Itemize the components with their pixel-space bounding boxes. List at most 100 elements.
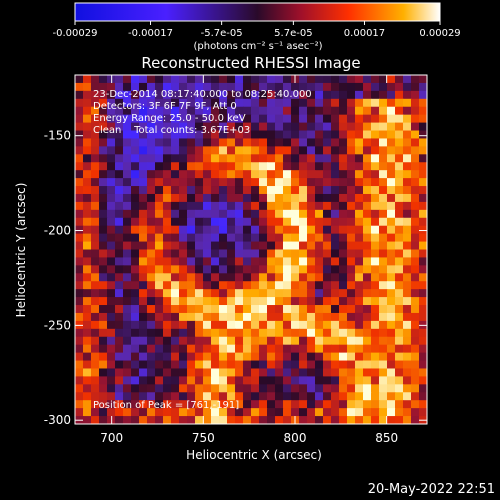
heatmap-cell	[107, 368, 116, 378]
heatmap-cell	[259, 352, 268, 362]
heatmap-cell	[347, 265, 356, 274]
heatmap-cell	[171, 297, 180, 306]
heatmap-cell	[323, 241, 332, 251]
heatmap-cell	[219, 392, 228, 401]
heatmap-cell	[275, 257, 284, 266]
heatmap-cell	[91, 384, 100, 393]
heatmap-cell	[371, 170, 380, 179]
heatmap-cell	[195, 146, 204, 155]
heatmap-cell	[331, 408, 340, 417]
heatmap-cell	[187, 257, 196, 266]
heatmap-cell	[147, 344, 156, 354]
heatmap-cell	[323, 82, 332, 92]
heatmap-image	[75, 75, 427, 424]
heatmap-cell	[179, 233, 188, 243]
heatmap-cell	[171, 233, 180, 243]
heatmap-cell	[419, 305, 427, 314]
heatmap-cell	[83, 138, 92, 147]
heatmap-cell	[259, 368, 268, 378]
heatmap-cell	[275, 186, 284, 195]
heatmap-cell	[403, 265, 412, 274]
heatmap-cell	[275, 217, 284, 227]
heatmap-cell	[147, 122, 156, 132]
heatmap-cell	[171, 178, 180, 187]
heatmap-cell	[259, 265, 268, 274]
heatmap-cell	[147, 281, 156, 290]
heatmap-cell	[195, 249, 204, 259]
heatmap-cell	[219, 225, 228, 235]
heatmap-cell	[291, 98, 300, 108]
heatmap-cell	[355, 265, 364, 274]
heatmap-cell	[387, 336, 396, 346]
heatmap-cell	[403, 75, 412, 84]
heatmap-cell	[147, 130, 156, 140]
heatmap-cell	[419, 209, 427, 219]
heatmap-cell	[115, 146, 124, 155]
heatmap-cell	[227, 352, 236, 362]
heatmap-cell	[107, 273, 116, 282]
heatmap-cell	[91, 249, 100, 259]
heatmap-cell	[75, 289, 84, 298]
heatmap-cell	[283, 392, 292, 401]
heatmap-cell	[75, 154, 84, 163]
heatmap-cell	[147, 368, 156, 378]
heatmap-cell	[371, 344, 380, 354]
heatmap-cell	[115, 82, 124, 92]
heatmap-cell	[355, 82, 364, 92]
heatmap-cell	[267, 193, 276, 203]
heatmap-cell	[123, 273, 132, 282]
heatmap-cell	[139, 186, 148, 195]
heatmap-cell	[323, 352, 332, 362]
heatmap-cell	[171, 400, 180, 409]
heatmap-cell	[171, 328, 180, 338]
heatmap-cell	[203, 257, 212, 266]
heatmap-cell	[267, 217, 276, 227]
heatmap-cell	[331, 384, 340, 393]
heatmap-cell	[299, 305, 308, 314]
heatmap-cell	[155, 193, 164, 203]
heatmap-cell	[267, 82, 276, 92]
heatmap-cell	[307, 225, 316, 235]
heatmap-cell	[171, 186, 180, 195]
heatmap-cell	[91, 400, 100, 409]
heatmap-cell	[195, 400, 204, 409]
heatmap-cell	[171, 90, 180, 100]
heatmap-cell	[283, 273, 292, 282]
colorbar-tick-label: 0.00029	[419, 28, 460, 39]
heatmap-cell	[267, 305, 276, 314]
heatmap-cell	[355, 297, 364, 306]
heatmap-cell	[107, 209, 116, 219]
heatmap-cell	[259, 344, 268, 354]
heatmap-cell	[411, 328, 420, 338]
heatmap-cell	[291, 201, 300, 211]
heatmap-cell	[299, 114, 308, 124]
heatmap-cell	[275, 384, 284, 393]
heatmap-cell	[395, 352, 404, 362]
heatmap-cell	[419, 217, 427, 227]
heatmap-cell	[267, 201, 276, 211]
heatmap-cell	[371, 360, 380, 370]
heatmap-cell	[107, 376, 116, 385]
heatmap-cell	[163, 281, 172, 290]
heatmap-cell	[123, 170, 132, 179]
heatmap-cell	[115, 106, 124, 116]
heatmap-cell	[411, 225, 420, 235]
heatmap-cell	[107, 225, 116, 235]
heatmap-cell	[339, 376, 348, 385]
heatmap-cell	[163, 305, 172, 314]
heatmap-cell	[323, 122, 332, 132]
heatmap-cell	[123, 106, 132, 116]
heatmap-cell	[307, 114, 316, 124]
heatmap-cell	[299, 217, 308, 227]
heatmap-cell	[163, 416, 172, 424]
heatmap-cell	[387, 122, 396, 132]
heatmap-cell	[299, 312, 308, 322]
heatmap-cell	[395, 265, 404, 274]
heatmap-cell	[75, 217, 84, 227]
heatmap-cell	[331, 209, 340, 219]
heatmap-cell	[403, 114, 412, 124]
heatmap-cell	[211, 416, 220, 424]
heatmap-cell	[187, 162, 196, 171]
heatmap-cell	[323, 312, 332, 322]
heatmap-cell	[227, 257, 236, 266]
